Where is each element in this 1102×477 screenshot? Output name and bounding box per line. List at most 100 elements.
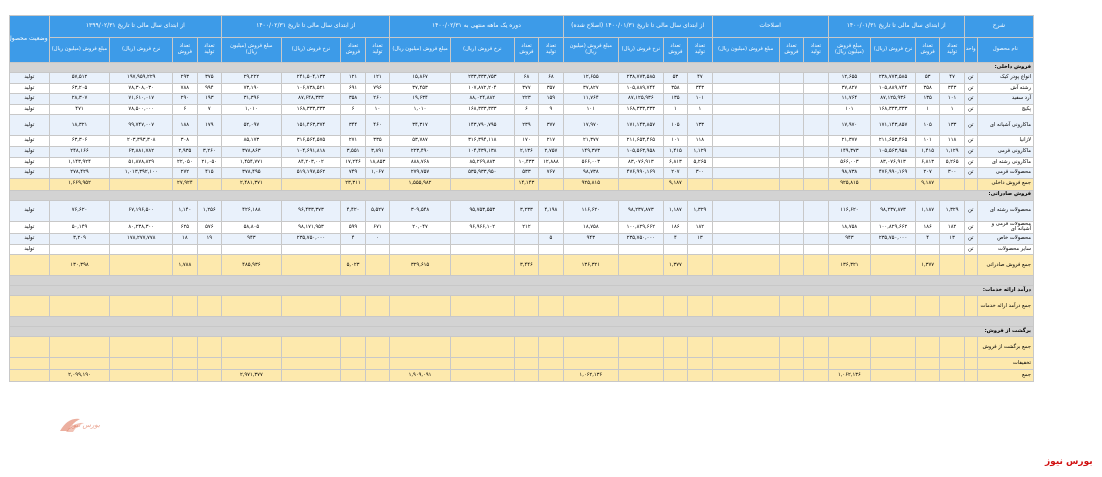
cell-y-qty-prod: ۹۹۴: [196, 82, 223, 95]
cell-status: تولید: [9, 114, 50, 137]
cell-corr-qty-prod: [803, 199, 829, 222]
cell-y-rate: ۹۹,۷۴۷,۰۰۷: [109, 114, 174, 137]
cell-c-rate: [618, 177, 664, 191]
cell-m-rate: ۹۵,۷۵۳,۵۵۳: [449, 199, 515, 222]
cell-p-rate: ۲۳۵,۷۵۰,۰۰۰: [280, 233, 342, 245]
cell-y-amount: ۳,۲۰۹: [48, 233, 111, 245]
section-label: [9, 316, 1034, 328]
cell-m-qty-sale: [513, 243, 540, 256]
cell-p-qty-sale: ۱۷,۲۴۶: [340, 156, 366, 169]
header-rate: نرخ فروش (ریال): [109, 37, 174, 63]
cell-c-qty-sale: ۱,۴۱۵: [662, 145, 689, 158]
header-qty-sale: تعداد فروش: [172, 37, 198, 63]
cell-p-qty-sale: ۲۳,۳۱۱: [340, 177, 366, 191]
cell-c-qty-sale: ۶,۸۱۳: [662, 156, 689, 169]
cell-qty-prod: [939, 177, 965, 191]
cell-amount: ۱۳۶,۳۲۱: [827, 254, 872, 277]
cell-m-rate: [449, 357, 515, 371]
cell-p-qty-sale: ۵,۰۲۳: [340, 254, 366, 277]
cell-c-amount: ۹۸,۷۳۸: [562, 167, 620, 179]
cell-rate: ۸۳,۰۷۶,۹۱۳: [870, 156, 916, 169]
cell-amount: ۹۲۵,۸۱۵: [827, 177, 872, 191]
cell-y-qty-prod: ۷: [196, 103, 223, 116]
cell-amount: ۹۸,۷۳۸: [827, 167, 872, 179]
cell-rate: ۲۳۸,۷۷۳,۵۸۵: [870, 72, 916, 84]
cell-y-rate: ۶۳,۸۸۱,۷۸۲: [109, 145, 174, 158]
cell-corr-qty-prod: [803, 220, 829, 235]
cell-m-qty-prod: ۳۷۷: [538, 114, 564, 137]
cell-c-amount: ۱۸,۷۵۸: [562, 220, 620, 235]
table-row: انواع پودر کیک تن ۴۷ ۵۳ ۲۳۸,۷۷۳,۵۸۵ ۱۲,۶۵۵ ۴۷ ۵…: [9, 72, 1035, 84]
cell-y-rate: [109, 369, 174, 383]
cell-y-amount: ۵۰,۱۴۹: [48, 220, 111, 235]
cell-m-qty-sale: ۳,۴۴۶: [513, 254, 540, 277]
cell-corr-amount: [711, 82, 780, 95]
cell-c-amount: ۹۴۳: [562, 233, 620, 245]
cell-c-rate: ۲۳۵,۷۵۰,۰۰۰: [618, 233, 664, 245]
cell-status: [9, 357, 50, 371]
cell-m-amount: ۳۴,۳۱۷: [389, 114, 451, 137]
cell-corr-amount: [711, 114, 780, 137]
cell-corr-qty-sale: [778, 220, 805, 235]
section-label: درآمد ارائه خدمات:: [9, 285, 1034, 297]
cell-p-rate: ۱۶۸,۳۳۳,۳۳۳: [280, 103, 342, 116]
cell-m-amount: ۳۷,۴۵۳: [389, 82, 451, 95]
cell-corr-qty-sale: [778, 167, 805, 179]
cell-m-amount: [389, 233, 451, 245]
cell-c-qty-sale: [662, 295, 689, 318]
cell-y-rate: [109, 177, 174, 191]
cell-m-amount: [389, 336, 451, 359]
table-row: محصولات فرمی و آشیانه ای تن ۱۸۲ ۱۸۶ ۱۰۰,۸۲۹,…: [9, 220, 1035, 235]
cell-rate: ۱۰۵,۵۶۳,۹۵۸: [870, 145, 916, 158]
cell-c-rate: [618, 295, 664, 318]
cell-c-amount: ۱۱۶,۶۲۰: [562, 199, 620, 222]
cell-qty-prod: ۱,۱۲۹: [939, 145, 965, 158]
cell-m-amount: ۲۷۹,۷۵۷: [389, 167, 451, 179]
cell-y-qty-sale: [172, 336, 198, 359]
cell-y-qty-sale: ۱۸۸: [172, 114, 198, 137]
cell-p-amount: ۴۸۵,۹۳۶: [221, 254, 282, 277]
cell-c-qty-sale: ۲۰۷: [662, 167, 689, 179]
cell-c-rate: ۱۷۱,۱۴۳,۸۵۷: [618, 114, 664, 137]
cell-amount: ۱۱,۷۶۴: [827, 93, 872, 105]
total-row: جمع فروش صادراتی ۱,۳۷۷ ۱۳۶,۳۲۱ ۱,۳۷۷ ۱۳۶,۳۲۱…: [9, 254, 1035, 277]
cell-m-rate: ۸۸,۰۲۴,۸۸۲: [449, 93, 515, 105]
cell-qty-prod: ۵,۲۶۵: [939, 156, 965, 169]
cell-corr-qty-prod: [803, 156, 829, 169]
cell-rate: ۴۷۶,۹۹۰,۱۶۹: [870, 167, 916, 179]
cell-c-rate: ۸۷,۱۲۵,۹۳۶: [618, 93, 664, 105]
cell-c-rate: ۱۰۰,۸۲۹,۶۶۲: [618, 220, 664, 235]
cell-p-amount: ۷۳,۱۹۰: [221, 82, 282, 95]
cell-c-qty-sale: ۱۰۱: [662, 135, 689, 147]
cell-corr-amount: [711, 369, 780, 383]
cell-corr-qty-sale: [778, 135, 805, 147]
cell-m-rate: ۹۶,۹۶۶,۱۰۲: [449, 220, 515, 235]
cell-corr-qty-sale: [778, 199, 805, 222]
cell-p-rate: ۱۰۴,۶۹۱,۸۱۸: [280, 145, 342, 158]
cell-c-qty-sale: ۴: [662, 233, 689, 245]
cell-unit: [963, 369, 978, 383]
cell-y-qty-sale: ۲,۹۳۵: [172, 145, 198, 158]
cell-m-qty-sale: ۱۷۰: [513, 135, 540, 147]
cell-c-rate: ۸۳,۰۷۶,۹۱۳: [618, 156, 664, 169]
cell-product-name: جمع فروش داخلی: [976, 177, 1035, 191]
cell-y-qty-sale: ۲۷,۹۲۴: [172, 177, 198, 191]
cell-qty-prod: ۳۴۳: [939, 82, 965, 95]
cell-qty-prod: [939, 357, 965, 371]
cell-p-amount: [221, 243, 282, 256]
cell-status: تولید: [9, 156, 50, 169]
section-row: درآمد ارائه خدمات:: [9, 285, 1034, 297]
cell-rate: ۱۶۸,۳۳۳,۳۳۳: [870, 103, 916, 116]
cell-amount: ۱۰۱: [827, 103, 872, 116]
cell-y-qty-prod: [196, 369, 223, 383]
cell-y-rate: ۵۱,۸۷۸,۸۲۹: [109, 156, 174, 169]
cell-product-name: لازانیا: [976, 135, 1035, 147]
cell-c-qty-prod: [687, 357, 713, 371]
cell-p-qty-prod: ۱۰: [364, 103, 391, 116]
cell-corr-qty-sale: [778, 369, 805, 383]
cell-y-qty-sale: ۱۸: [172, 233, 198, 245]
cell-unit: تن: [963, 135, 978, 147]
cell-c-qty-prod: ۳۴۳: [687, 82, 713, 95]
cell-m-amount: [389, 295, 451, 318]
cell-p-rate: ۸۷,۶۴۸,۳۳۳: [280, 93, 342, 105]
